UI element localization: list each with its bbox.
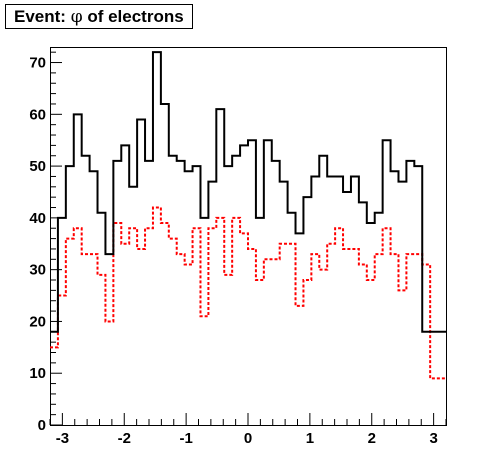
x-tick-label: -2: [118, 430, 131, 447]
solid-black-series-line: [50, 51, 446, 333]
y-tick-label: 30: [29, 262, 46, 279]
histogram-series: [50, 51, 446, 380]
y-tick-label: 0: [38, 417, 46, 434]
x-tick-label: 2: [368, 430, 376, 447]
title-prefix: Event:: [14, 7, 71, 26]
x-tick-label: -1: [179, 430, 192, 447]
y-tick-label: 70: [29, 55, 46, 72]
x-tick-label: 3: [429, 430, 437, 447]
plot-frame: [50, 47, 447, 426]
chart-title: Event: φ of electrons: [5, 4, 193, 29]
dashed-red-series-line: [50, 206, 446, 380]
title-suffix: of electrons: [82, 7, 184, 26]
y-tick-label: 10: [29, 365, 46, 382]
y-tick-label: 20: [29, 313, 46, 330]
x-tick-label: 1: [306, 430, 314, 447]
title-phi-symbol: φ: [70, 7, 83, 27]
x-tick-label: 0: [244, 430, 252, 447]
y-tick-label: 50: [29, 158, 46, 175]
y-tick-label: 40: [29, 210, 46, 227]
y-tick-label: 60: [29, 106, 46, 123]
x-tick-label: -3: [56, 430, 69, 447]
axis-ticks: [49, 51, 447, 426]
